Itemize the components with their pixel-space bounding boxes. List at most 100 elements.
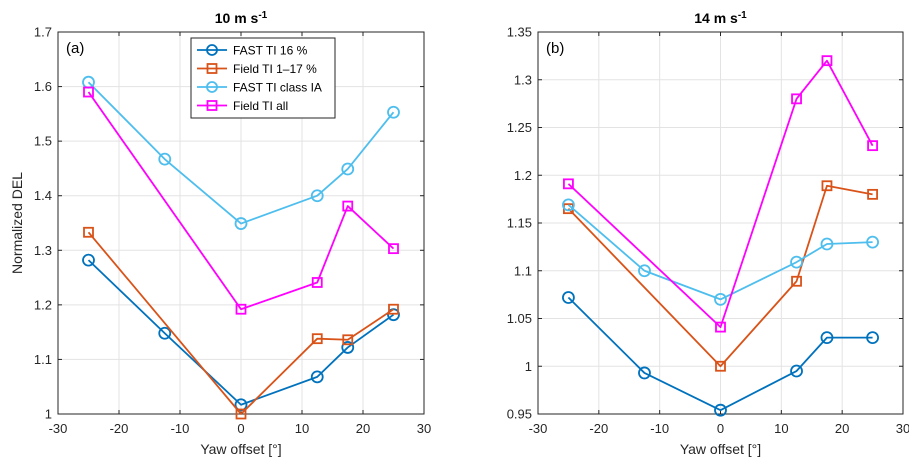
legend-entry: FAST TI class IA [197,81,322,95]
data-point: FAST TI 16 %: (17.5, 1.122) [341,341,355,354]
data-point: Field TI 1–17 %: (17.5, 1.189) [821,180,833,192]
data-point: Field TI 1–17 %: (12.5, 1.089) [791,275,802,287]
data-point: FAST TI class IA: (12.5, 1.109) [790,255,803,269]
chart-title: 14 m s-1 [694,10,747,26]
data-point: FAST TI 16 %: (12.5, 1.068) [310,370,324,384]
y-tick-label: 1.3 [34,243,52,258]
legend-entry: Field TI all [197,99,288,113]
data-point: Field TI 1–17 %: (0, 1) [235,408,247,420]
data-point: FAST TI class IA: (-12.5, 1.1) [638,264,651,278]
y-tick-label: 1.2 [514,168,532,183]
data-point: FAST TI class IA: (12.5, 1.4) [310,189,324,203]
legend: FAST TI 16 % Field TI 1–17 % FAST TI class… [190,37,336,119]
x-tick-label: 20 [835,421,849,436]
data-point: Field TI all: (0, 1.192) [235,303,247,315]
series-4: Field TI all: (-25, 1.59) Field TI all: (… [83,86,399,315]
data-point: Field TI all: (25, 1.231) [867,140,878,152]
data-point: FAST TI class IA: (-12.5, 1.467) [158,152,172,166]
x-tick-label: 30 [417,421,431,436]
legend-label: Field TI all [233,99,288,113]
y-tick-label: 1.25 [507,120,532,135]
data-point: FAST TI class IA: (17.5, 1.449) [341,162,355,176]
data-point: FAST TI 16 %: (17.5, 1.03) [820,331,834,345]
data-point: FAST TI 16 %: (0, 0.954) [714,403,727,417]
series-4: Field TI all: (-25, 1.191) Field TI all: … [563,55,878,333]
data-point: Field TI all: (12.5, 1.28) [791,93,802,105]
x-tick-label: -30 [49,421,68,436]
series-1: FAST TI 16 %: (-25, 1.072) FAST TI 16 %: … [562,291,879,417]
legend-marker [206,81,218,93]
legend-entry: FAST TI 16 % [197,44,308,58]
y-tick-label: 1.3 [514,72,532,87]
y-tick-label: 1.6 [34,79,52,94]
data-point: Field TI all: (25, 1.303) [388,243,399,255]
data-point: FAST TI class IA: (0, 1.349) [234,217,248,230]
data-point: Field TI 1–17 %: (12.5, 1.138) [311,333,323,345]
series-line [87,81,395,225]
legend-entry: Field TI 1–17 % [197,62,317,76]
x-axis-label: Yaw offset [°] [680,441,761,457]
x-tick-label: -30 [529,421,548,436]
x-tick-label: -20 [110,421,129,436]
data-point: FAST TI class IA: (25, 1.13) [866,235,879,249]
y-tick-label: 1 [525,359,532,374]
chart-panel-2: -30 -20 -10 0 10 20 30 0.95 1 1.05 1.1 1.15 1.2 1.25 1… [507,10,909,457]
legend-marker [206,44,218,56]
y-tick-label: 1 [45,407,52,422]
y-axis-label: Normalized DEL [9,172,25,274]
y-tick-label: 1.05 [507,311,532,326]
data-point: Field TI 1–17 %: (-25, 1.333) [83,226,94,238]
data-point: FAST TI 16 %: (-25, 1.072) [562,291,575,304]
x-tick-label: 10 [295,421,309,436]
y-tick-label: 1.4 [34,188,52,203]
data-point: FAST TI class IA: (17.5, 1.128) [820,237,834,251]
series-line [87,91,395,311]
data-point: Field TI 1–17 %: (0, 1) [715,360,726,372]
x-tick-label: 0 [717,421,724,436]
series-2: Field TI 1–17 %: (-25, 1.165)Field TI 1–… [563,180,878,372]
series-line [87,231,394,415]
data-point: Field TI all: (17.5, 1.381) [342,200,354,212]
data-point: FAST TI class IA: (25, 1.553) [387,105,400,119]
panel-label: (a) [66,40,84,57]
data-point: Field TI 1–17 %: (25, 1.18) [867,188,878,200]
data-point: Field TI 1–17 %: (17.5, 1.136) [342,334,354,346]
data-point: FAST TI 16 %: (-25, 1.282) [82,253,95,267]
data-point: Field TI 1–17 %: (25, 1.192) [388,303,399,315]
chart-panel-1: -30 -20 -10 0 10 20 30 1 1.1 1.2 1.3 1.4 1.5 1.6 1.7 10… [9,10,431,457]
series-2: Field TI 1–17 %: (-25, 1.333) Field TI 1–… [83,226,399,420]
series-line [567,296,873,412]
legend-label: FAST TI 16 % [233,44,308,58]
legend-marker [206,63,218,74]
data-point: Field TI all: (-25, 1.191) [563,178,574,190]
y-tick-label: 0.95 [507,407,532,422]
y-tick-label: 1.5 [34,134,52,149]
y-tick-label: 1.15 [507,216,532,231]
data-point: Field TI all: (12.5, 1.241) [311,277,323,288]
series-line [567,204,873,301]
chart-title: 10 m s-1 [215,10,268,26]
x-tick-label: 30 [896,421,909,436]
panel-label: (b) [546,40,564,57]
y-tick-label: 1.1 [34,352,52,367]
legend-label: FAST TI class IA [233,81,322,95]
data-point: Field TI all: (0, 1.041) [715,321,726,333]
series-line [567,184,873,368]
data-point: FAST TI class IA: (0, 1.07) [714,292,727,306]
data-point: FAST TI 16 %: (-12.5, 0.993) [638,366,651,380]
series-1: FAST TI 16 %: (-25, 1.282) FAST TI 16 %: … [82,253,400,412]
data-point: Field TI all: (17.5, 1.32) [821,55,833,67]
data-point: FAST TI 16 %: (-12.5, 1.148) [158,326,172,340]
x-tick-label: -10 [650,421,669,436]
data-point: FAST TI class IA: (-25, 1.169) [562,198,575,212]
series-3: FAST TI class IA: (-25, 1.169) FAST TI cl… [562,198,879,306]
x-tick-label: -10 [171,421,190,436]
x-tick-label: 20 [356,421,370,436]
legend-marker [206,100,218,111]
data-point: Field TI all: (-25, 1.59) [83,86,94,98]
y-tick-label: 1.2 [34,297,52,312]
y-tick-label: 1.1 [514,263,532,278]
data-point: FAST TI 16 %: (25, 1.182) [387,308,400,322]
x-tick-label: 10 [774,421,788,436]
